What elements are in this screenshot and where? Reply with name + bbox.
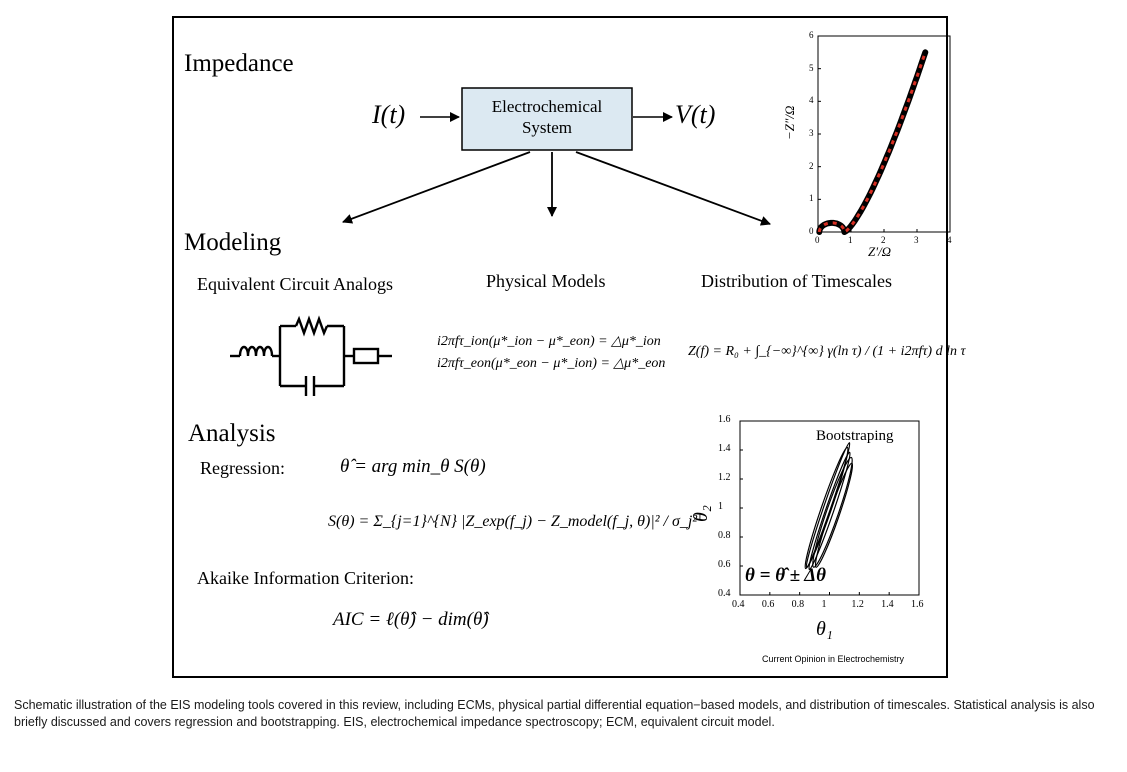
pde-eon-equation: i2πfτ_eon(μ*_eon − μ*_ion) = △μ*_eon: [437, 356, 666, 371]
bootstrap-ytick-label: 0.8: [718, 530, 731, 541]
arrow-to-drt: [575, 151, 771, 226]
equivalent-circuit: [230, 315, 392, 396]
confidence-ellipse: [812, 456, 853, 568]
least-squares-equation: S(θ) = Σ_{j=1}^{N} |Z_exp(f_j) − Z_model…: [328, 513, 698, 530]
aic-equation: AIC = ℓ(θ̂) − dim(θ̂): [333, 609, 489, 630]
confidence-ellipse: [805, 442, 851, 569]
resistor-box-icon: [352, 347, 380, 365]
bootstrap-ytick-label: 1.4: [718, 443, 731, 454]
nyquist-fit-curve: [817, 51, 927, 235]
nyquist-ytick-label: 1: [809, 193, 814, 204]
nyquist-xtick-label: 2: [881, 235, 886, 245]
physical-models-heading: Physical Models: [486, 271, 606, 291]
nyquist-ytick-label: 4: [809, 95, 814, 106]
confidence-ellipse: [814, 462, 854, 568]
argmin-equation: θ̂ = arg min_θ S(θ): [340, 456, 486, 477]
confidence-ellipse: [808, 451, 851, 571]
input-current-label: I(t): [372, 100, 406, 129]
nyquist-xtick-label: 3: [914, 235, 919, 245]
bootstrap-ytick-label: 1: [718, 501, 723, 512]
bootstrap-xtick-label: 0.4: [732, 599, 745, 610]
bootstrap-ylabel: θ₂: [690, 505, 712, 522]
bootstrap-xtick-label: 1.4: [881, 599, 894, 610]
bootstrap-xlabel: θ₁: [816, 618, 833, 640]
output-voltage-label: V(t): [675, 100, 716, 129]
nyquist-plot: [816, 35, 951, 235]
system-box-line2: System: [521, 118, 573, 137]
nyquist-curve: [816, 49, 929, 235]
regression-label: Regression:: [200, 458, 285, 478]
section-impedance-title: Impedance: [184, 50, 294, 77]
section-analysis-title: Analysis: [188, 420, 276, 447]
resistor-zigzag-icon: [294, 315, 329, 337]
nyquist-ylabel: −Z″/Ω: [782, 105, 797, 140]
bootstrap-annotation: Bootstraping: [816, 428, 894, 444]
nyquist-xtick-label: 0: [815, 235, 820, 245]
drt-heading: Distribution of Timescales: [701, 271, 893, 291]
pde-ion-equation: i2πfτ_ion(μ*_ion − μ*_eon) = △μ*_ion: [437, 334, 661, 349]
system-box: [461, 87, 633, 151]
figure-frame: [172, 16, 948, 678]
nyquist-ytick-label: 5: [809, 62, 814, 73]
system-box-line1: Electrochemical: [491, 97, 603, 116]
bootstrap-xtick-label: 0.8: [791, 599, 805, 610]
bootstrap-xtick-label: 1.2: [851, 599, 864, 610]
aic-label: Akaike Information Criterion:: [197, 568, 414, 588]
nyquist-ytick-label: 2: [809, 160, 814, 171]
ecm-heading: Equivalent Circuit Analogs: [197, 274, 393, 294]
bootstrap-xtick-label: 0.6: [761, 599, 775, 610]
bootstrap-plot: [739, 420, 920, 596]
arrow-to-ecm: [342, 151, 531, 224]
nyquist-ytick-label: 6: [809, 30, 814, 40]
nyquist-ytick-label: 0: [809, 226, 814, 236]
section-modeling-title: Modeling: [184, 229, 282, 256]
nyquist-ytick-label: 3: [809, 128, 814, 138]
bootstrap-result-equation: θ = θ̂ ± Δθ: [745, 565, 827, 586]
system-box-label: Electrochemical System: [462, 96, 632, 138]
nyquist-xtick-label: 4: [947, 235, 952, 245]
inductor-icon: [238, 345, 274, 357]
drt-equation: Z(f) = R₀ + ∫_{−∞}^{∞} γ(ln τ) / (1 + i2…: [688, 344, 966, 359]
bootstrap-xtick-label: 1: [821, 599, 827, 610]
nyquist-xtick-label: 1: [848, 235, 853, 245]
bootstrap-ytick-label: 1.2: [718, 472, 731, 483]
figure-caption: Schematic illustration of the EIS modeli…: [14, 698, 1095, 729]
bootstrap-ytick-label: 1.6: [718, 414, 731, 425]
journal-credit: Current Opinion in Electrochemistry: [762, 654, 905, 664]
bootstrap-xtick-label: 1.6: [911, 599, 924, 610]
nyquist-xlabel: Z′/Ω: [868, 244, 892, 259]
bootstrap-ytick-label: 0.6: [718, 559, 731, 570]
bootstrap-ytick-label: 0.4: [718, 588, 731, 599]
